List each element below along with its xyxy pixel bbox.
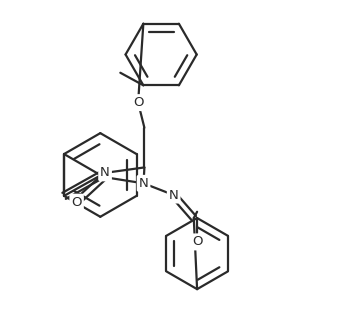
Text: O: O — [71, 196, 82, 208]
Text: O: O — [133, 96, 143, 109]
Text: N: N — [139, 177, 149, 190]
Text: N: N — [100, 166, 110, 179]
Text: N: N — [169, 189, 178, 202]
Text: O: O — [192, 235, 202, 248]
